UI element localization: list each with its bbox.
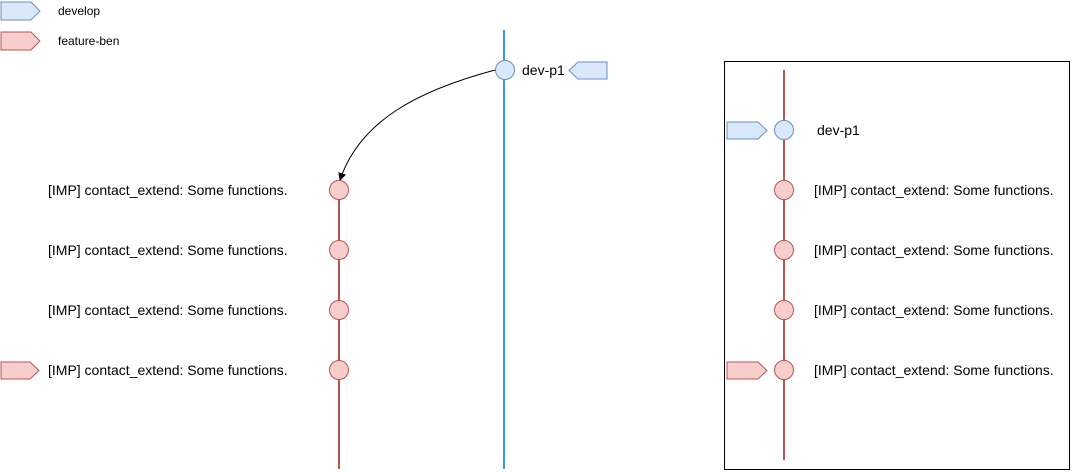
feature-head-tag: [0, 361, 40, 380]
base-commit-node: [774, 120, 794, 140]
rebased-commit-label: [IMP] contact_extend: Some functions.: [814, 242, 1054, 258]
rebased-commit-node: [774, 180, 794, 200]
legend-item-feature-ben: feature-ben: [0, 31, 119, 51]
feature-commit-node: [329, 240, 349, 260]
feature-branch-tag: [0, 31, 41, 51]
feature-commit-label: [IMP] contact_extend: Some functions.: [48, 242, 288, 258]
branch-origin-arrow: [338, 69, 496, 181]
before-feature-branch: [IMP] contact_extend: Some functions. [I…: [0, 69, 496, 469]
feature-commit-node: [329, 360, 349, 380]
rebased-commit-node: [774, 300, 794, 320]
develop-head-tag: [726, 121, 768, 140]
develop-commit-label: dev-p1: [522, 62, 565, 78]
develop-branch-tag: [0, 1, 41, 21]
legend: develop feature-ben: [0, 1, 119, 51]
panel-border: [724, 61, 1070, 470]
feature-commit-label: [IMP] contact_extend: Some functions.: [48, 302, 288, 318]
rebased-commit-node: [774, 240, 794, 260]
rebased-commit-node: [774, 360, 794, 380]
rebased-commit-label: [IMP] contact_extend: Some functions.: [814, 182, 1054, 198]
feature-commit-node: [329, 300, 349, 320]
before-develop-branch: dev-p1: [495, 30, 608, 469]
feature-commit-label: [IMP] contact_extend: Some functions.: [48, 182, 288, 198]
legend-item-develop: develop: [0, 1, 100, 21]
develop-head-tag: [568, 61, 608, 80]
legend-label-develop: develop: [58, 4, 100, 18]
feature-commit-node: [329, 180, 349, 200]
feature-head-tag: [726, 361, 768, 380]
base-commit-label: dev-p1: [817, 122, 860, 138]
legend-label-feature-ben: feature-ben: [58, 34, 119, 48]
feature-commit-label: [IMP] contact_extend: Some functions.: [48, 362, 288, 378]
rebased-commit-label: [IMP] contact_extend: Some functions.: [814, 302, 1054, 318]
develop-commit-node: [495, 60, 515, 80]
rebased-commit-label: [IMP] contact_extend: Some functions.: [814, 362, 1054, 378]
after-rebase-panel: dev-p1 [IMP] contact_extend: Some functi…: [724, 61, 1070, 470]
